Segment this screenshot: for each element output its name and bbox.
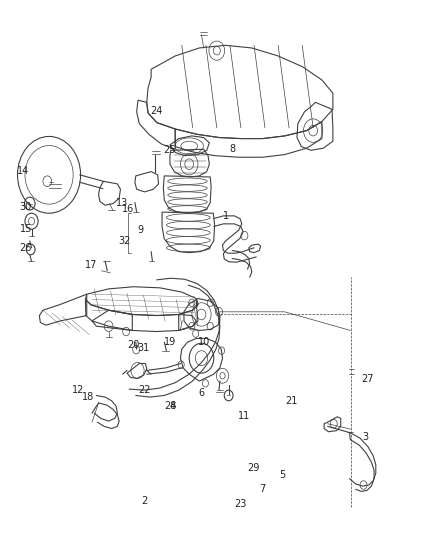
Text: 11: 11	[238, 411, 251, 421]
Text: 5: 5	[279, 471, 286, 480]
Text: 3: 3	[363, 432, 369, 442]
Text: 20: 20	[127, 341, 140, 350]
Text: 25: 25	[164, 146, 176, 155]
Text: 30: 30	[19, 202, 32, 212]
Text: 14: 14	[17, 166, 29, 175]
Text: 18: 18	[81, 392, 94, 402]
Text: 8: 8	[229, 144, 235, 154]
Text: 31: 31	[138, 343, 150, 352]
Text: 12: 12	[72, 385, 84, 395]
Text: 10: 10	[198, 337, 210, 347]
Text: 19: 19	[164, 337, 176, 347]
Text: 17: 17	[85, 261, 97, 270]
Text: 24: 24	[151, 106, 163, 116]
Text: 6: 6	[198, 389, 205, 398]
Text: 13: 13	[116, 198, 128, 207]
Text: 15: 15	[20, 224, 32, 234]
Text: 28: 28	[165, 401, 177, 411]
Text: 9: 9	[137, 225, 143, 235]
Text: 21: 21	[285, 396, 297, 406]
Text: 32: 32	[119, 236, 131, 246]
Text: 7: 7	[259, 484, 265, 494]
Text: 29: 29	[247, 463, 259, 473]
Text: 26: 26	[19, 243, 32, 253]
Text: 4: 4	[170, 401, 176, 411]
Text: 22: 22	[138, 385, 151, 395]
Text: 2: 2	[141, 496, 148, 506]
Text: 1: 1	[223, 211, 229, 221]
Text: 23: 23	[234, 499, 246, 508]
Text: 27: 27	[361, 375, 373, 384]
Text: 16: 16	[122, 204, 134, 214]
